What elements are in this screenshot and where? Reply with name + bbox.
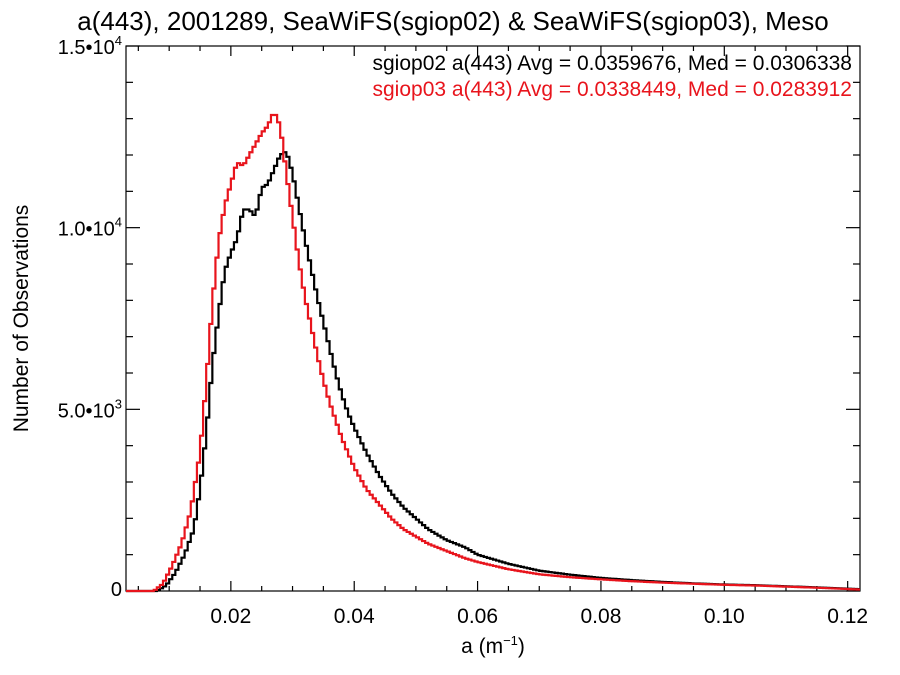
series-line-1 [126, 151, 860, 593]
plot-area: 0.02 0.04 0.06 0.08 0.10 0.12 0 5.0•103 1.0•104… [58, 33, 868, 628]
legend: sgiop02 a(443) Avg = 0.0359676, Med = 0.… [372, 52, 852, 101]
y-tick-label: 0 [111, 579, 122, 601]
chart-title: a(443), 2001289, SeaWiFS(sgiop02) & SeaW… [77, 6, 828, 36]
x-tick-label: 0.12 [827, 605, 868, 628]
plot-frame [125, 45, 861, 592]
y-axis: 0 5.0•103 1.0•104 1.5•104 [58, 33, 860, 601]
x-tick-label: 0.06 [457, 605, 498, 628]
x-tick-label: 0.08 [581, 605, 622, 628]
y-tick-label: 1.0•104 [58, 215, 122, 241]
series-line-2 [126, 113, 860, 593]
x-axis-label: a (m−1) [461, 633, 525, 658]
x-tick-label: 0.04 [334, 605, 375, 628]
y-tick-label: 1.5•104 [58, 33, 122, 59]
series-layer [126, 113, 860, 593]
x-tick-label: 0.10 [704, 605, 745, 628]
x-tick-label: 0.02 [210, 605, 251, 628]
legend-entry-1: sgiop02 a(443) Avg = 0.0359676, Med = 0.… [372, 52, 852, 75]
x-axis: 0.02 0.04 0.06 0.08 0.10 0.12 [137, 46, 868, 628]
y-tick-label: 5.0•103 [58, 396, 122, 422]
y-axis-label: Number of Observations [10, 205, 33, 433]
legend-entry-2: sgiop03 a(443) Avg = 0.0338449, Med = 0.… [372, 78, 852, 101]
